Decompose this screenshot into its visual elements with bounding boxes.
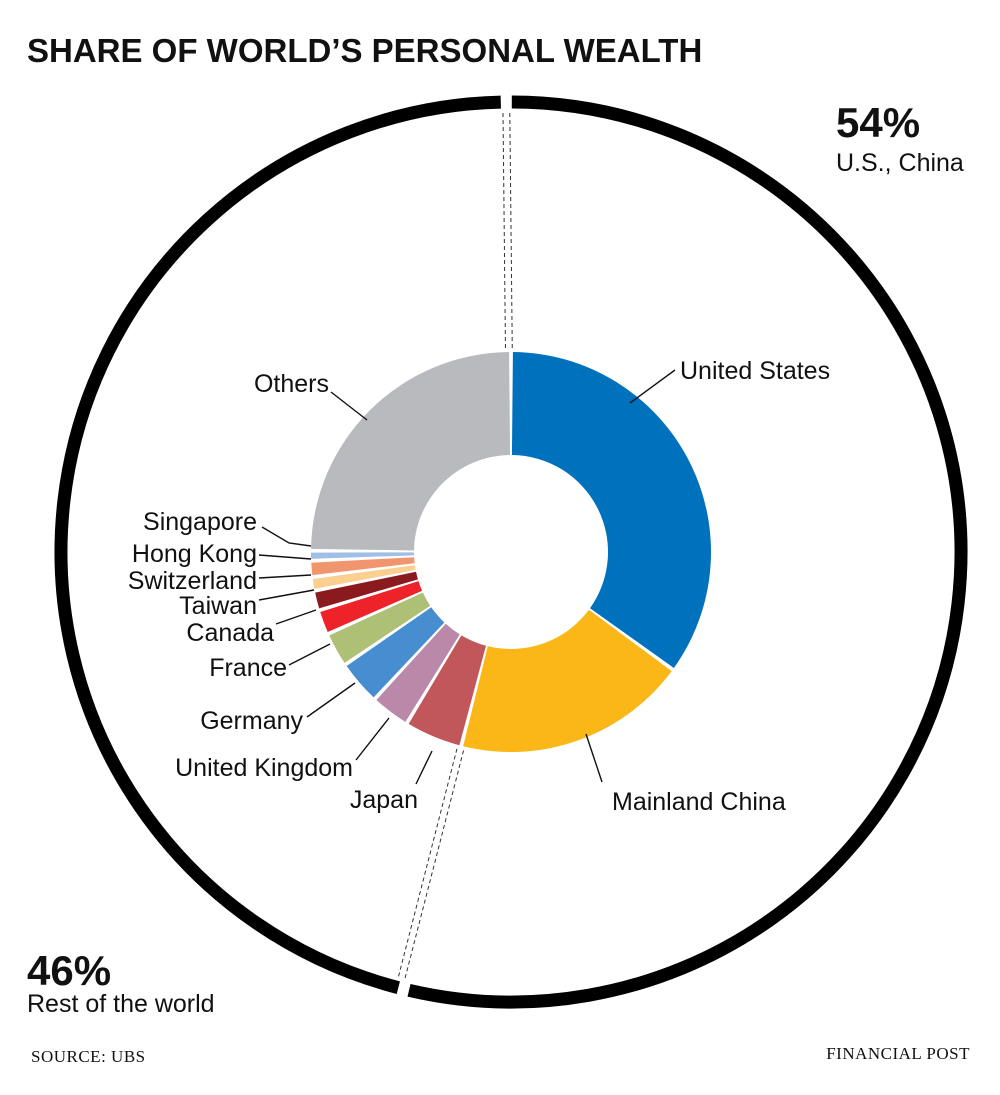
slice-others [311,352,511,551]
label-france: France [209,654,287,682]
leader-lines [258,109,676,982]
leader-line-others [330,391,368,421]
slice-hong-kong [311,557,415,576]
group-divider-top [509,109,513,348]
leader-line-switzerland [258,574,312,579]
leader-line-taiwan [258,589,315,601]
label-switzerland: Switzerland [128,567,257,595]
slice-mainland-china [463,609,672,753]
chart-title: SHARE OF WORLD’S PERSONAL WEALTH [27,32,702,69]
leader-line-mainland-china [585,733,603,783]
label-japan: Japan [350,786,418,814]
label-germany: Germany [200,707,303,735]
rest-of-world-label: Rest of the world [27,990,215,1018]
publisher-credit: FINANCIAL POST [826,1044,970,1063]
slice-canada [320,581,423,632]
us-china-percent: 54% [836,99,920,146]
source-note: SOURCE: UBS [31,1047,146,1066]
donut-slices [311,352,711,753]
label-singapore: Singapore [143,508,257,536]
slice-switzerland [312,565,416,589]
leader-line-singapore [261,526,312,547]
label-united-kingdom: United Kingdom [175,754,353,782]
outer-ring-u-s-china [407,95,968,1009]
outer-ring [54,95,968,1009]
slice-labels: United States Mainland China Japan United K… [128,357,830,816]
slice-united-states [511,352,711,668]
leader-line-canada [275,609,317,625]
group-divider-top [502,110,506,349]
label-united-states: United States [680,357,830,385]
label-taiwan: Taiwan [179,592,257,620]
leader-line-united-states [629,369,676,404]
us-china-label: U.S., China [836,149,964,177]
group-divider-bottom [397,748,458,980]
leader-line-hong-kong [258,554,312,560]
slice-united-kingdom [376,623,460,722]
slice-france [329,592,431,663]
slice-singapore [311,552,415,559]
leader-line-japan [415,750,433,785]
leader-line-germany [306,682,356,718]
group-divider-bottom [403,750,465,982]
slice-japan [408,635,486,746]
leader-line-france [288,643,331,666]
slice-taiwan [315,571,418,609]
slice-germany [346,607,445,698]
rest-of-world-percent: 46% [27,947,111,994]
outer-ring-rest-of-the-world [54,95,501,994]
label-others: Others [254,370,329,398]
label-hong-kong: Hong Kong [132,540,257,568]
label-canada: Canada [186,619,274,647]
leader-line-united-kingdom [355,717,390,761]
label-mainland-china: Mainland China [612,788,786,816]
